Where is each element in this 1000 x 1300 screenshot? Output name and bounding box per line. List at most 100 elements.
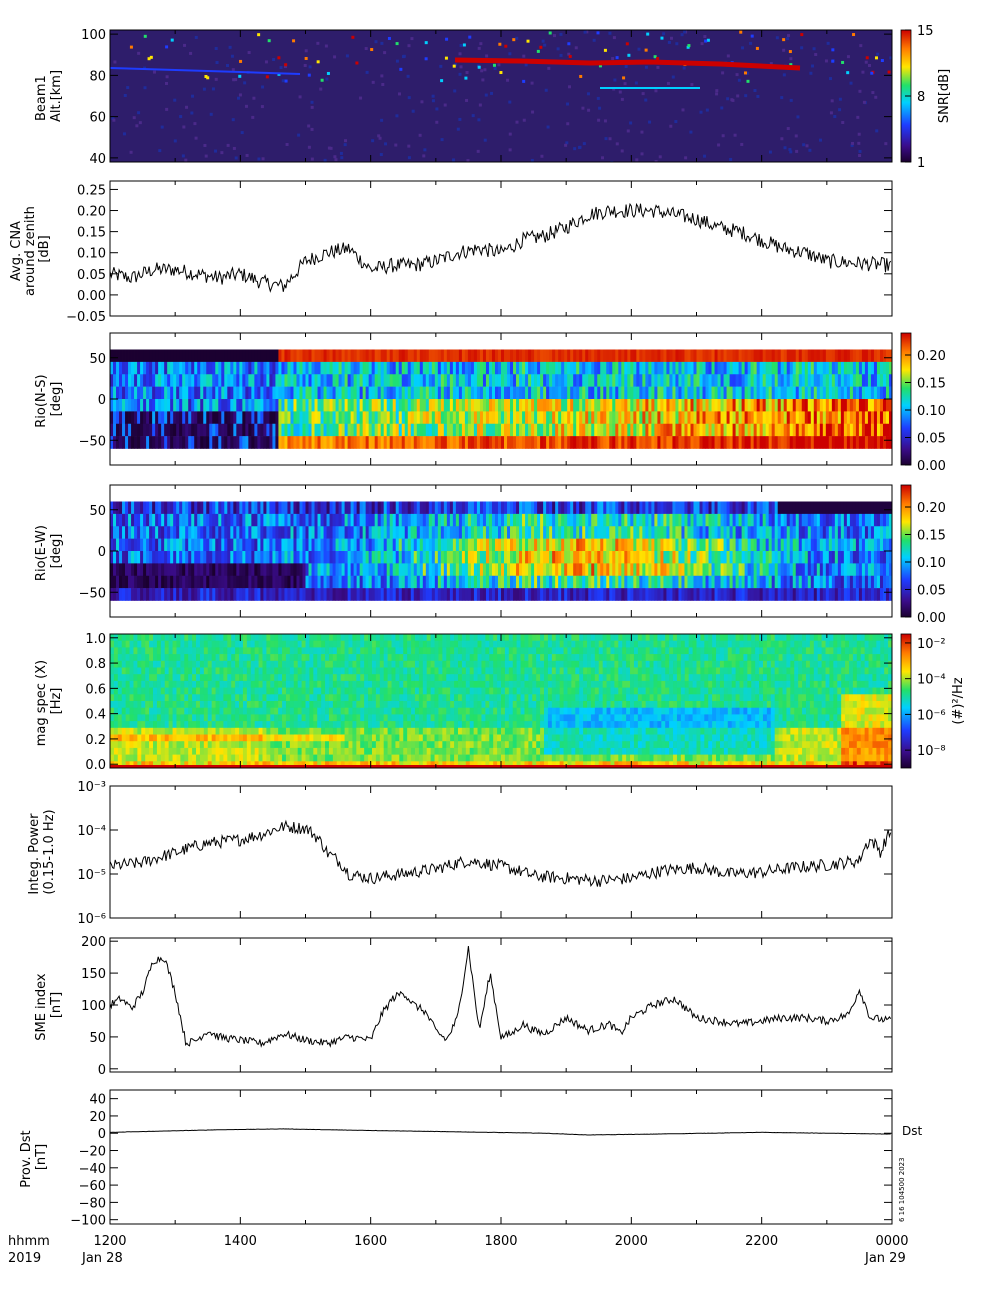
rio-cell	[702, 361, 706, 375]
rio-cell	[885, 399, 890, 412]
rio-cell	[149, 374, 153, 387]
rio-cell	[888, 588, 892, 601]
rio-cell	[317, 374, 321, 387]
snr-echo-cell	[656, 57, 660, 61]
rio-cell	[627, 538, 631, 552]
rio-cell	[209, 436, 213, 449]
rio-cell	[777, 538, 782, 552]
snr-noise-cell	[471, 114, 475, 118]
rio-cell	[543, 374, 547, 387]
rio-cell	[134, 563, 138, 577]
rio-cell	[491, 513, 496, 527]
rio-cell	[858, 501, 863, 515]
rio-cell	[507, 436, 511, 449]
rio-cell	[146, 526, 150, 539]
rio-cell	[579, 563, 583, 577]
rio-cell	[726, 513, 730, 527]
rio-cell	[831, 538, 836, 552]
rio-cell	[717, 386, 721, 400]
rio-cell	[621, 563, 625, 577]
rio-cell	[326, 423, 330, 437]
rio-cell	[756, 588, 761, 601]
rio-cell	[200, 563, 204, 577]
rio-cell	[344, 575, 349, 589]
rio-cell	[260, 436, 264, 449]
rio-cell	[476, 374, 481, 387]
snr-echo-cell	[880, 59, 884, 63]
snr-noise-cell	[323, 158, 327, 162]
rio-cell	[122, 563, 126, 577]
rio-cell	[837, 551, 842, 564]
rio-cell	[690, 399, 694, 412]
rio-cell	[287, 411, 291, 425]
rio-cell	[269, 526, 273, 539]
rio-cell	[501, 423, 505, 437]
rio-cell	[284, 374, 288, 387]
mag-spec-cell	[137, 660, 142, 668]
rio-cell	[152, 399, 156, 412]
rio-cell	[651, 551, 655, 564]
rio-cell	[434, 423, 439, 437]
rio-cell	[639, 575, 643, 589]
snr-echo-cell	[326, 71, 330, 75]
rio-cell	[606, 423, 610, 437]
rio-cell	[564, 501, 568, 515]
rio-cell	[861, 551, 866, 564]
rio-cell	[825, 349, 830, 363]
rio-cell	[116, 411, 120, 425]
mag-spec-cell	[125, 707, 130, 715]
snr-noise-cell	[559, 53, 563, 57]
rio-cell	[251, 399, 255, 412]
rio-cell	[774, 501, 779, 515]
rio-cell	[380, 386, 385, 400]
rio-cell	[116, 423, 120, 437]
rio-cell	[816, 575, 821, 589]
rio-cell	[254, 526, 258, 539]
rio-cell	[269, 538, 273, 552]
rio-cell	[119, 423, 123, 437]
snr-noise-cell	[453, 89, 457, 93]
rio-cell	[546, 386, 550, 400]
rio-cell	[245, 374, 249, 387]
rio-cell	[152, 513, 156, 527]
rio-cell	[263, 374, 267, 387]
rio-cell	[353, 399, 358, 412]
rio-cell	[458, 575, 463, 589]
snr-noise-cell	[226, 143, 230, 147]
rio-cell	[624, 513, 628, 527]
snr-noise-cell	[851, 141, 855, 145]
rio-cell	[281, 513, 285, 527]
rio-cell	[362, 513, 367, 527]
snr-echo-cell	[267, 39, 271, 43]
snr-noise-cell	[808, 148, 812, 152]
rio-cell	[404, 501, 409, 515]
rio-cell	[621, 575, 625, 589]
rio-cell	[185, 551, 189, 564]
snr-noise-cell	[667, 40, 671, 44]
rio-cell	[729, 423, 733, 437]
rio-cell	[843, 501, 848, 515]
rio-cell	[882, 411, 887, 425]
rio-cell	[413, 513, 418, 527]
rio-cell	[431, 526, 436, 539]
rio-cell	[149, 349, 153, 363]
rio-cell	[666, 436, 670, 449]
rio-cell	[750, 386, 755, 400]
rio-cell	[819, 399, 824, 412]
rio-cell	[257, 563, 261, 577]
mag-spec-cell	[113, 647, 119, 655]
rio-cell	[855, 386, 860, 400]
rio-cell	[215, 374, 219, 387]
rio-cell	[669, 436, 673, 449]
snr-noise-cell	[830, 99, 834, 103]
rio-cell	[558, 538, 562, 552]
rio-cell	[651, 423, 655, 437]
rio-cell	[317, 436, 321, 449]
rio-cell	[735, 526, 740, 539]
mag-spec-cell	[121, 660, 127, 668]
snr-noise-cell	[726, 97, 730, 101]
snr-noise-cell	[406, 74, 410, 78]
rio-cell	[852, 374, 857, 387]
rio-cell	[296, 361, 300, 375]
rio-cell	[116, 361, 120, 375]
